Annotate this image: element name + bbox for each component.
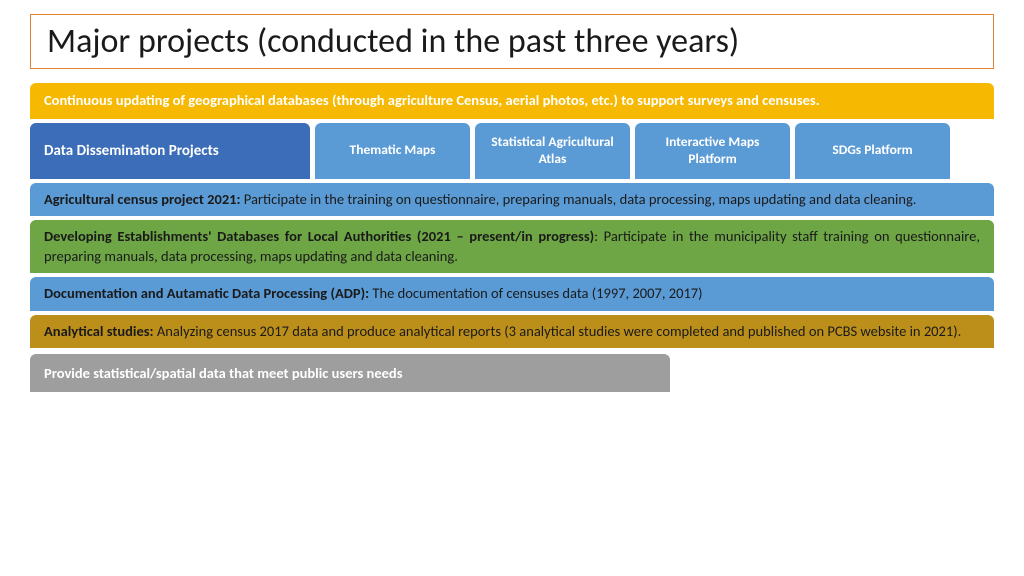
block4-title: Analytical studies: [44,322,154,340]
tab-sdgs-platform: SDGs Platform [795,123,950,179]
block-agricultural-census: Agricultural census project 2021: Partic… [30,183,994,217]
block-establishments-db: Developing Establishments' Databases for… [30,220,994,273]
block2-title: Developing Establishments' Databases for… [44,227,594,245]
block-analytical-studies: Analytical studies: Analyzing census 201… [30,315,994,349]
dissemination-tabs-row: Data Dissemination Projects Thematic Map… [30,123,994,179]
slide-title: Major projects (conducted in the past th… [47,21,977,62]
block-documentation-adp: Documentation and Autamatic Data Process… [30,277,994,311]
block4-body: Analyzing census 2017 data and produce a… [154,322,962,340]
block1-body: Participate in the training on questionn… [241,190,917,208]
block3-body: The documentation of censuses data (1997… [369,284,702,302]
tab-thematic-maps: Thematic Maps [315,123,470,179]
slide-title-box: Major projects (conducted in the past th… [30,14,994,69]
block3-title: Documentation and Autamatic Data Process… [44,284,369,302]
tab-interactive-maps: Interactive Maps Platform [635,123,790,179]
block1-title: Agricultural census project 2021: [44,190,241,208]
bar-geographical-databases: Continuous updating of geographical data… [30,83,994,119]
tab-agri-atlas: Statistical Agricultural Atlas [475,123,630,179]
tab-data-dissemination: Data Dissemination Projects [30,123,310,179]
block-public-users: Provide statistical/spatial data that me… [30,354,670,392]
